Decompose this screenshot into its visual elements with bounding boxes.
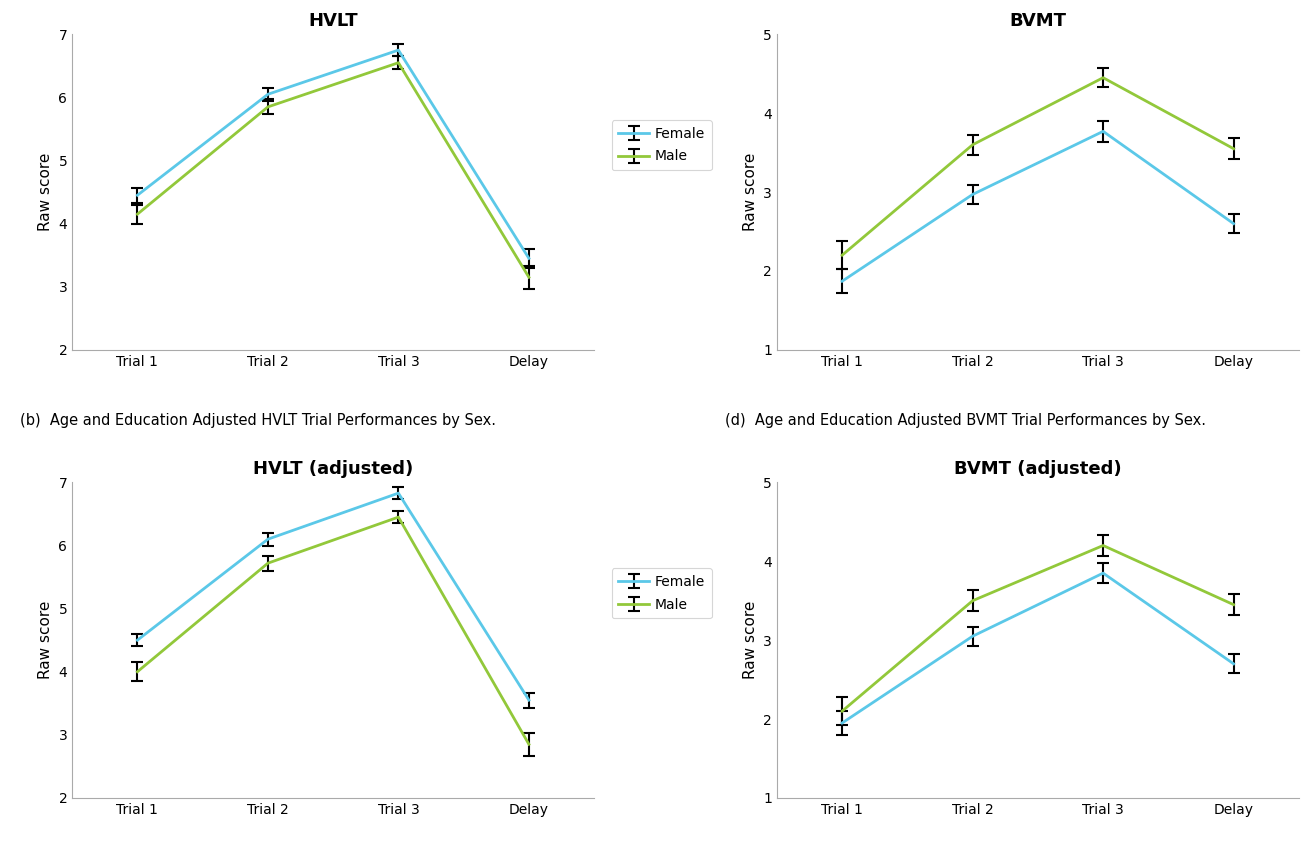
Title: BVMT (adjusted): BVMT (adjusted) [954,460,1122,478]
Title: BVMT: BVMT [1009,12,1067,30]
Legend: Female, Male: Female, Male [611,568,712,619]
Text: (b)  Age and Education Adjusted HVLT Trial Performances by Sex.: (b) Age and Education Adjusted HVLT Tria… [20,413,496,428]
Text: (d)  Age and Education Adjusted BVMT Trial Performances by Sex.: (d) Age and Education Adjusted BVMT Tria… [724,413,1206,428]
Title: HVLT: HVLT [308,12,358,30]
Y-axis label: Raw score: Raw score [38,601,52,680]
Y-axis label: Raw score: Raw score [743,601,757,680]
Y-axis label: Raw score: Raw score [743,153,757,232]
Title: HVLT (adjusted): HVLT (adjusted) [253,460,413,478]
Legend: Female, Male: Female, Male [611,120,712,171]
Y-axis label: Raw score: Raw score [38,153,52,232]
